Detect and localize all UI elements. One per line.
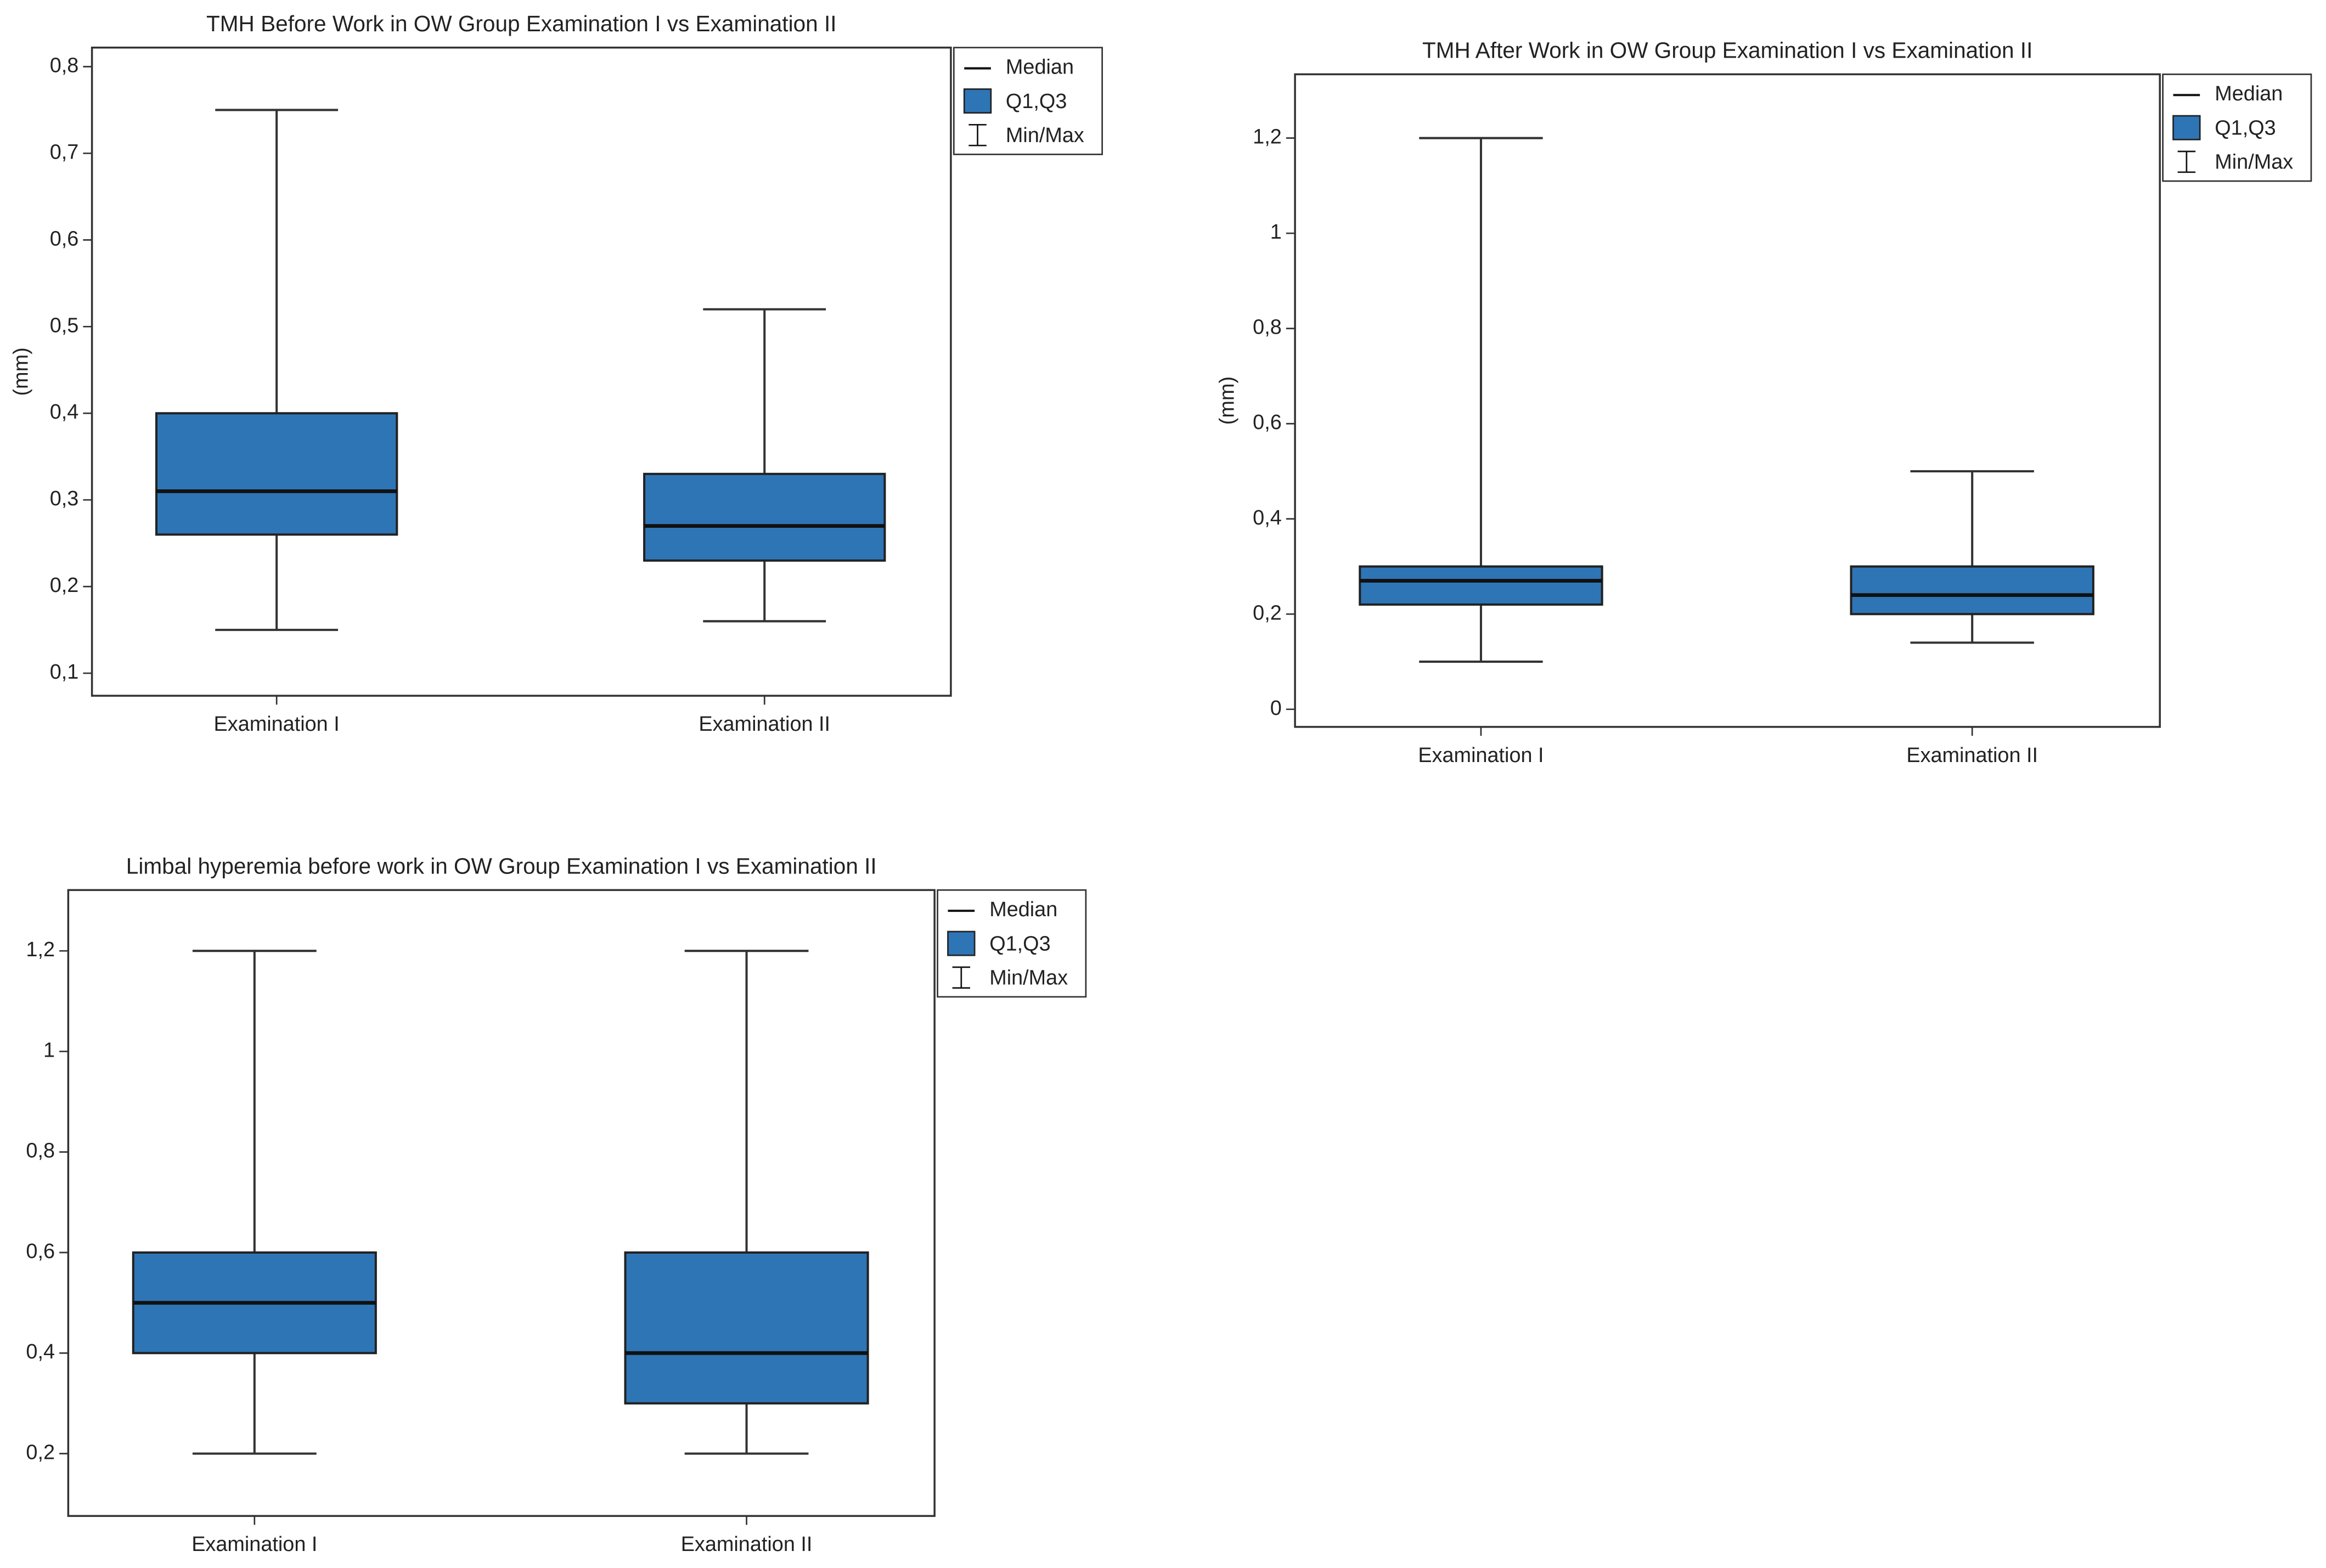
legend-label: Median bbox=[2215, 82, 2283, 105]
box bbox=[624, 1251, 869, 1405]
y-tick-label: 0,8 bbox=[1253, 316, 1282, 339]
legend-box-icon bbox=[947, 930, 976, 956]
legend-label: Q1,Q3 bbox=[2215, 116, 2276, 139]
plot-frame bbox=[67, 889, 936, 1517]
y-tick-label: 0,4 bbox=[1253, 506, 1282, 529]
chart-title: Limbal hyperemia before work in OW Group… bbox=[126, 853, 877, 878]
chart: TMH Before Work in OW Group Examination … bbox=[10, 11, 1103, 736]
y-tick-label: 0,7 bbox=[50, 140, 79, 163]
whisker-low bbox=[703, 560, 826, 623]
x-tick-label: Examination I bbox=[1418, 744, 1544, 767]
whisker-low bbox=[684, 1403, 809, 1455]
box bbox=[155, 412, 398, 536]
y-tick-label: 0,4 bbox=[26, 1340, 55, 1363]
whisker-high bbox=[215, 109, 339, 414]
legend-box-icon bbox=[963, 88, 992, 114]
y-axis-label: (mm) bbox=[1215, 376, 1238, 425]
y-tick-label: 0 bbox=[1270, 697, 1282, 720]
y-tick-label: 0,6 bbox=[1253, 411, 1282, 434]
whisker-high bbox=[1419, 137, 1543, 567]
chart: Limbal hyperemia before work in OW Group… bbox=[26, 853, 1087, 1556]
y-tick-label: 0,6 bbox=[50, 227, 79, 250]
whisker-high bbox=[1910, 470, 2034, 567]
legend-label: Q1,Q3 bbox=[1006, 90, 1067, 113]
x-tick-label: Examination II bbox=[699, 713, 830, 736]
chart-title: TMH Before Work in OW Group Examination … bbox=[206, 11, 836, 36]
y-tick-label: 0,2 bbox=[1253, 601, 1282, 624]
y-tick-label: 0,8 bbox=[50, 54, 79, 77]
legend-box-icon bbox=[2172, 115, 2201, 140]
y-tick-label: 0,2 bbox=[26, 1441, 55, 1464]
box bbox=[1359, 565, 1603, 606]
whisker-high bbox=[703, 308, 826, 474]
chart-title: TMH After Work in OW Group Examination I… bbox=[1422, 38, 2032, 63]
legend-minmax-icon bbox=[2177, 150, 2196, 173]
whisker-low bbox=[1419, 604, 1543, 663]
legend-label: Min/Max bbox=[989, 967, 1068, 990]
y-tick-label: 0,6 bbox=[26, 1240, 55, 1263]
y-tick-label: 0,2 bbox=[50, 574, 79, 597]
y-tick-label: 0,3 bbox=[50, 487, 79, 510]
x-tick-label: Examination II bbox=[1906, 744, 2038, 767]
x-tick-label: Examination I bbox=[214, 713, 340, 736]
chart: TMH After Work in OW Group Examination I… bbox=[1215, 38, 2312, 767]
plot-frame bbox=[1294, 73, 2161, 728]
y-tick-label: 0,8 bbox=[26, 1140, 55, 1163]
legend-label: Min/Max bbox=[1006, 124, 1084, 147]
legend-label: Median bbox=[989, 898, 1057, 921]
y-tick-label: 1 bbox=[43, 1039, 55, 1062]
box bbox=[1850, 565, 2094, 616]
plot-frame bbox=[91, 46, 952, 697]
legend-label: Q1,Q3 bbox=[989, 932, 1050, 955]
y-axis-label: (mm) bbox=[10, 347, 33, 396]
legend-label: Min/Max bbox=[2215, 151, 2293, 174]
whisker-low bbox=[192, 1353, 317, 1455]
y-tick-label: 0,5 bbox=[50, 314, 79, 337]
legend-minmax-icon bbox=[968, 123, 987, 146]
y-tick-label: 1 bbox=[1270, 221, 1282, 244]
whisker-low bbox=[1910, 614, 2034, 644]
whisker-high bbox=[684, 950, 809, 1253]
x-tick-label: Examination I bbox=[192, 1533, 317, 1556]
legend-minmax-icon bbox=[952, 966, 971, 989]
whisker-low bbox=[215, 534, 339, 631]
y-tick-label: 1,2 bbox=[26, 938, 55, 961]
y-tick-label: 0,4 bbox=[50, 401, 79, 424]
whisker-high bbox=[192, 950, 317, 1253]
box bbox=[643, 472, 886, 562]
y-tick-label: 0,1 bbox=[50, 661, 79, 684]
y-tick-label: 1,2 bbox=[1253, 126, 1282, 149]
legend-label: Median bbox=[1006, 56, 1074, 79]
x-tick-label: Examination II bbox=[681, 1533, 813, 1556]
